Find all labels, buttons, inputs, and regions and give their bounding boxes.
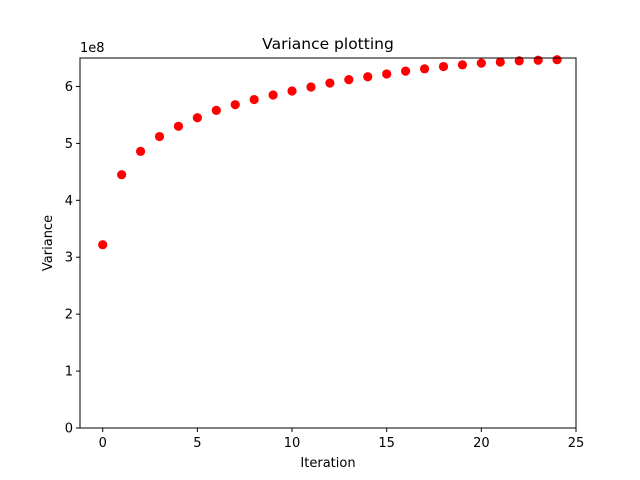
data-point xyxy=(533,55,543,65)
data-point xyxy=(438,61,449,72)
data-point xyxy=(363,72,373,82)
x-axis-label: Iteration xyxy=(300,456,355,471)
data-point xyxy=(98,240,108,250)
data-point xyxy=(476,58,486,68)
x-tick-label: 0 xyxy=(99,436,107,451)
y-tick-label: 2 xyxy=(65,308,73,323)
data-point xyxy=(514,56,524,66)
data-point xyxy=(211,105,221,115)
y-tick-label: 6 xyxy=(65,80,73,95)
y-tick-label: 1 xyxy=(65,365,73,380)
x-axis-ticks: 0 5 10 15 20 25 xyxy=(99,428,585,451)
y-tick-label: 0 xyxy=(65,422,73,437)
data-point xyxy=(401,66,411,76)
y-tick-label: 4 xyxy=(65,194,73,209)
data-point xyxy=(495,57,505,67)
data-point xyxy=(268,90,278,100)
data-point xyxy=(552,55,562,65)
data-point xyxy=(306,82,316,92)
plot-background xyxy=(80,58,576,428)
chart-title: Variance plotting xyxy=(262,35,394,53)
data-point xyxy=(287,86,297,96)
data-point xyxy=(230,100,240,110)
x-tick-label: 10 xyxy=(284,436,301,451)
y-tick-label: 5 xyxy=(65,137,73,152)
x-tick-label: 25 xyxy=(568,436,585,451)
x-tick-label: 5 xyxy=(193,436,201,451)
data-point xyxy=(419,64,430,74)
data-point xyxy=(192,113,202,123)
y-tick-label: 3 xyxy=(65,251,73,266)
data-point xyxy=(154,131,165,142)
data-point xyxy=(457,60,468,70)
x-tick-label: 15 xyxy=(378,436,395,451)
data-point xyxy=(173,121,184,131)
y-axis-offset-label: 1e8 xyxy=(80,41,105,56)
x-tick-label: 20 xyxy=(473,436,490,451)
data-point xyxy=(325,78,335,88)
data-point xyxy=(344,75,354,85)
y-axis-ticks: 0 1 2 3 4 5 6 xyxy=(65,80,80,437)
data-point xyxy=(382,69,392,79)
data-point xyxy=(117,170,127,180)
plot-frame xyxy=(79,57,577,429)
data-point xyxy=(135,146,146,156)
data-point xyxy=(249,94,259,105)
y-axis-label: Variance xyxy=(41,215,56,271)
